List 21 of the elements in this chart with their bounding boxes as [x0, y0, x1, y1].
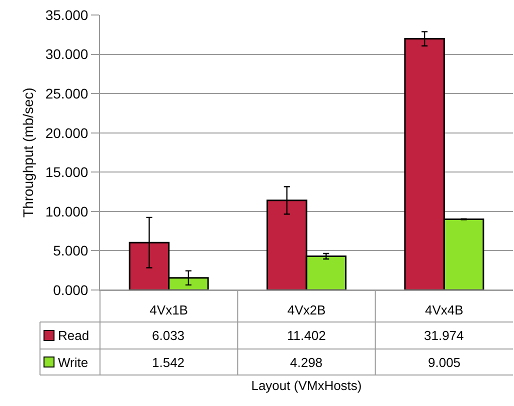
x-axis-title: Layout (VMxHosts) — [251, 378, 362, 394]
data-label: 6.033 — [152, 328, 185, 343]
x-tick-label: 4Vx1B — [150, 302, 188, 318]
y-tick-label: 5.000 — [53, 242, 88, 259]
y-tick-label: 30.000 — [45, 46, 88, 62]
y-tick-label: 20.000 — [45, 124, 88, 141]
y-tick-label: 0.000 — [53, 282, 88, 298]
legend-label: Read — [58, 328, 90, 343]
y-tick-label: 10.000 — [45, 203, 88, 220]
y-axis-title: Throughput (mb/sec) — [20, 88, 36, 218]
data-label: 1.542 — [152, 355, 185, 370]
data-label: 4.298 — [290, 355, 323, 370]
y-tick-label: 35.000 — [45, 6, 88, 23]
data-label: 9.005 — [428, 355, 461, 370]
data-label: 11.402 — [287, 328, 326, 343]
x-tick-label: 4Vx4B — [425, 302, 464, 318]
x-tick-label: 4Vx2B — [287, 302, 326, 318]
y-tick-label: 25.000 — [45, 85, 88, 102]
data-label: 31.974 — [424, 328, 464, 343]
y-tick-label: 15.000 — [45, 164, 88, 180]
legend-label: Write — [58, 355, 88, 370]
